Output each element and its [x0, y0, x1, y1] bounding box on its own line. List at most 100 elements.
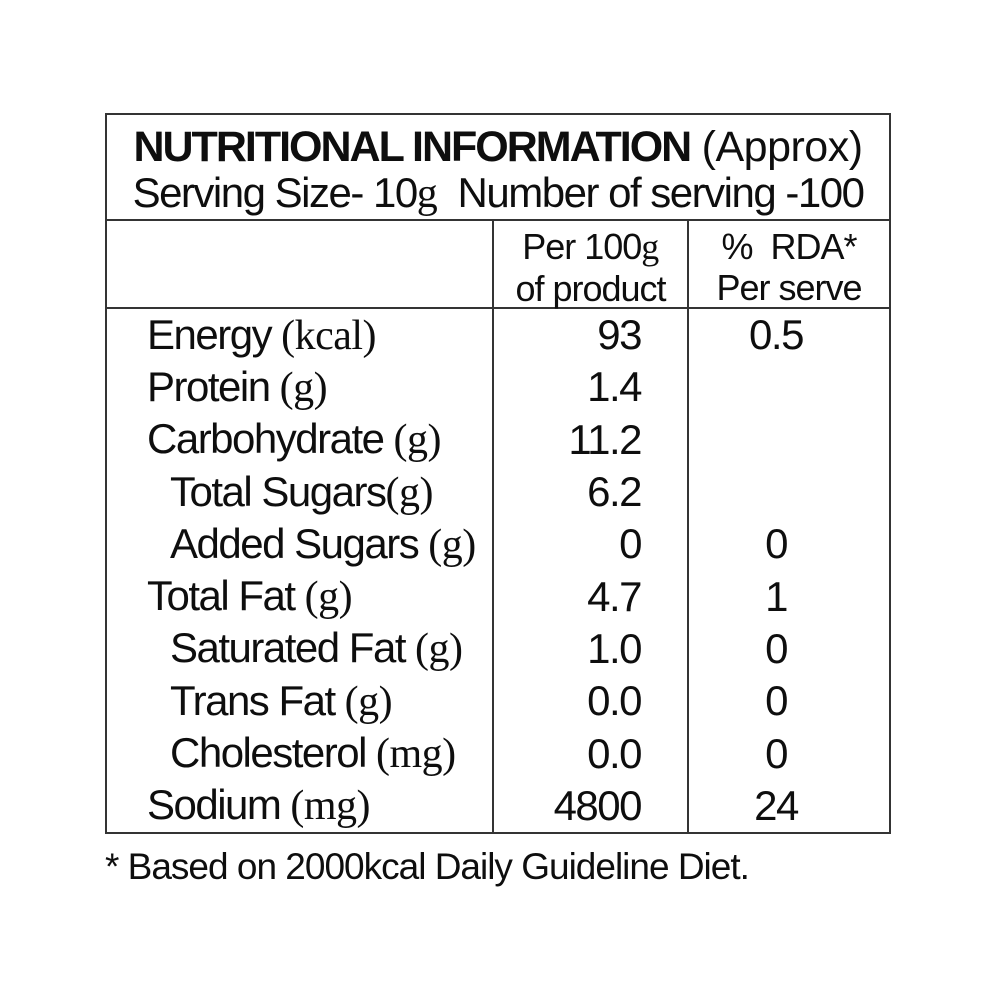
rda-value: 0: [765, 624, 788, 672]
header-nutrient-cell: [107, 221, 492, 307]
nutrient-label: Sodium (mg): [147, 781, 371, 830]
nutrient-label: Total Fat (g): [147, 572, 353, 621]
nutrient-unit: (mg): [280, 783, 371, 830]
nutrient-label: Trans Fat (g): [170, 676, 393, 726]
per-100g-cell: 1.4: [492, 361, 687, 414]
per-100g-value: 11.2: [568, 415, 642, 463]
title-approx: (Approx): [690, 123, 863, 171]
table-row-saturated-fat: Saturated Fat (g) 1.0 0: [107, 622, 889, 676]
per-100g-unit: g: [641, 226, 659, 267]
per-100g-text: Per 100: [522, 225, 642, 267]
title-text: NUTRITIONAL INFORMATION: [133, 123, 692, 171]
nutrient-unit: (mg): [365, 731, 456, 778]
nutrient-unit: (g): [418, 521, 476, 568]
table-row-cholesterol: Cholesterol (mg) 0.0 0: [107, 727, 889, 780]
header-per-100g-cell: Per 100g of product: [492, 221, 687, 309]
per-100g-value: 1.4: [587, 363, 642, 411]
nutrient-name: Total Fat: [147, 572, 296, 620]
per-100g-value: 1.0: [587, 624, 642, 672]
rda-cell: [687, 413, 889, 466]
rda-cell: 0: [687, 622, 889, 676]
nutrient-name-cell: Sodium (mg): [107, 780, 492, 832]
nutrient-name-cell: Cholesterol (mg): [107, 727, 492, 779]
table-row-carbohydrate: Carbohydrate (g) 11.2: [107, 413, 889, 466]
nutrient-name-cell: Total Fat (g): [107, 570, 492, 622]
nutrient-name: Carbohydrate: [147, 415, 385, 463]
per-100g-cell: 1.0: [492, 622, 687, 676]
per-100g-cell: 4.7: [492, 570, 687, 623]
per-100g-cell: 4800: [492, 779, 687, 832]
rda-value: 1: [765, 572, 788, 620]
nutrient-name: Sodium: [147, 781, 282, 829]
per-100g-value: 6.2: [587, 468, 642, 516]
nutrient-label: Carbohydrate (g): [147, 415, 441, 464]
per-100g-cell: 0: [492, 518, 687, 571]
title-section: NUTRITIONAL INFORMATION (Approx) Serving…: [107, 115, 889, 221]
header-rda-line1: % RDA*: [721, 226, 857, 267]
rda-cell: 24: [687, 779, 889, 832]
table-row-sodium: Sodium (mg) 4800 24: [107, 779, 889, 832]
rda-cell: [687, 361, 889, 414]
nutrient-label: Saturated Fat (g): [170, 624, 463, 673]
rda-cell: 0.5: [687, 309, 889, 362]
serving-size-unit: g: [416, 171, 438, 217]
serving-info: Serving Size- 10g Number of serving -100: [132, 169, 865, 218]
nutrient-label: Cholesterol (mg): [170, 729, 456, 778]
column-header-row: Per 100g of product % RDA* Per serve: [107, 221, 889, 309]
nutrient-label: Added Sugars (g): [170, 520, 476, 569]
nutrient-label: Energy (kcal): [147, 311, 377, 360]
per-100g-cell: 0.0: [492, 727, 687, 780]
table-row-protein: Protein (g) 1.4: [107, 361, 889, 414]
nutrient-label: Total Sugars(g): [170, 468, 433, 517]
nutrient-name-cell: Added Sugars (g): [107, 518, 492, 570]
per-100g-value: 4.7: [587, 572, 642, 620]
rda-value: 24: [754, 781, 799, 829]
nutrient-name: Trans Fat: [170, 676, 336, 724]
rda-cell: [687, 465, 889, 519]
nutrient-unit: (g): [294, 574, 353, 621]
nutrient-unit: (g): [383, 417, 441, 464]
rda-value: 0: [765, 520, 788, 568]
nutrient-unit: (g): [334, 678, 393, 725]
nutrient-name: Total Sugars: [170, 467, 387, 515]
header-per-100g-line2: of product: [515, 267, 666, 309]
number-of-servings-text: Number of serving -100: [437, 169, 865, 216]
table-row-added-sugars: Added Sugars (g) 0 0: [107, 518, 889, 571]
nutrition-facts-table: NUTRITIONAL INFORMATION (Approx) Serving…: [105, 113, 891, 834]
nutrient-name-cell: Energy (kcal): [107, 309, 492, 361]
table-row-trans-fat: Trans Fat (g) 0.0 0: [107, 675, 889, 728]
table-row-total-fat: Total Fat (g) 4.7 1: [107, 570, 889, 623]
rda-cell: 0: [687, 727, 889, 780]
nutrient-name-cell: Saturated Fat (g): [107, 623, 492, 675]
per-100g-value: 0: [619, 520, 642, 568]
nutrient-name-cell: Total Sugars(g): [107, 466, 492, 518]
nutrient-unit: (g): [269, 364, 328, 411]
per-100g-value: 4800: [553, 781, 643, 829]
nutrient-name-cell: Trans Fat (g): [107, 675, 492, 727]
nutrient-unit: (g): [385, 469, 433, 516]
nutrient-name-cell: Protein (g): [107, 361, 492, 413]
rda-value: 0: [765, 729, 788, 777]
rda-value: 0: [765, 677, 788, 725]
nutrient-name: Protein: [147, 362, 271, 410]
header-rda-line2: Per serve: [716, 267, 862, 308]
rda-cell: 1: [687, 570, 889, 623]
table-title: NUTRITIONAL INFORMATION (Approx): [133, 123, 863, 171]
nutrient-label: Protein (g): [147, 362, 328, 412]
nutrient-unit: (g): [404, 626, 463, 673]
per-100g-cell: 93: [492, 309, 687, 362]
table-row-energy: Energy (kcal) 93 0.5: [107, 309, 889, 362]
per-100g-value: 93: [597, 311, 642, 359]
nutrient-name-cell: Carbohydrate (g): [107, 414, 492, 466]
rda-cell: 0: [687, 675, 889, 728]
table-row-total-sugars: Total Sugars(g) 6.2: [107, 465, 889, 519]
per-100g-cell: 11.2: [492, 413, 687, 466]
nutrient-unit: (kcal): [271, 312, 377, 359]
header-rda-cell: % RDA* Per serve: [687, 221, 889, 308]
per-100g-cell: 6.2: [492, 465, 687, 519]
serving-size-text: Serving Size- 10: [132, 169, 419, 216]
nutrient-name: Cholesterol: [170, 729, 367, 777]
nutrient-name: Saturated Fat: [170, 624, 406, 672]
per-100g-value: 0.0: [587, 677, 642, 725]
table-body: Energy (kcal) 93 0.5 Protein (g) 1.4 Car…: [107, 309, 889, 832]
